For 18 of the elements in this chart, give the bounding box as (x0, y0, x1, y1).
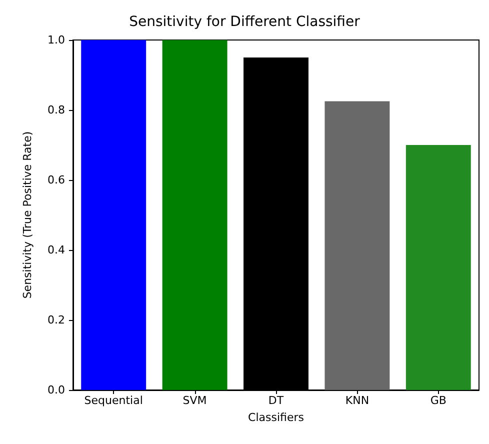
chart-title: Sensitivity for Different Classifier (129, 14, 360, 30)
bar (162, 40, 228, 390)
y-tick-label: 0.8 (48, 104, 65, 116)
y-tick-label: 0.0 (48, 384, 65, 396)
bar (406, 145, 471, 390)
x-tick-label: GB (430, 394, 446, 407)
y-axis-title: Sensitivity (True Positive Rate) (21, 131, 34, 299)
bar (324, 101, 390, 390)
x-axis-title: Classifiers (248, 411, 304, 424)
bar (81, 40, 146, 390)
y-tick-label: 0.2 (48, 314, 65, 326)
y-tick-label: 0.6 (48, 174, 65, 186)
y-tick-label: 1.0 (48, 34, 65, 46)
x-tick-label: SVM (182, 394, 207, 407)
x-tick-label: Sequential (84, 394, 143, 407)
y-tick-label: 0.4 (48, 244, 65, 256)
x-tick-label: DT (268, 394, 284, 407)
x-tick-label: KNN (345, 394, 370, 407)
